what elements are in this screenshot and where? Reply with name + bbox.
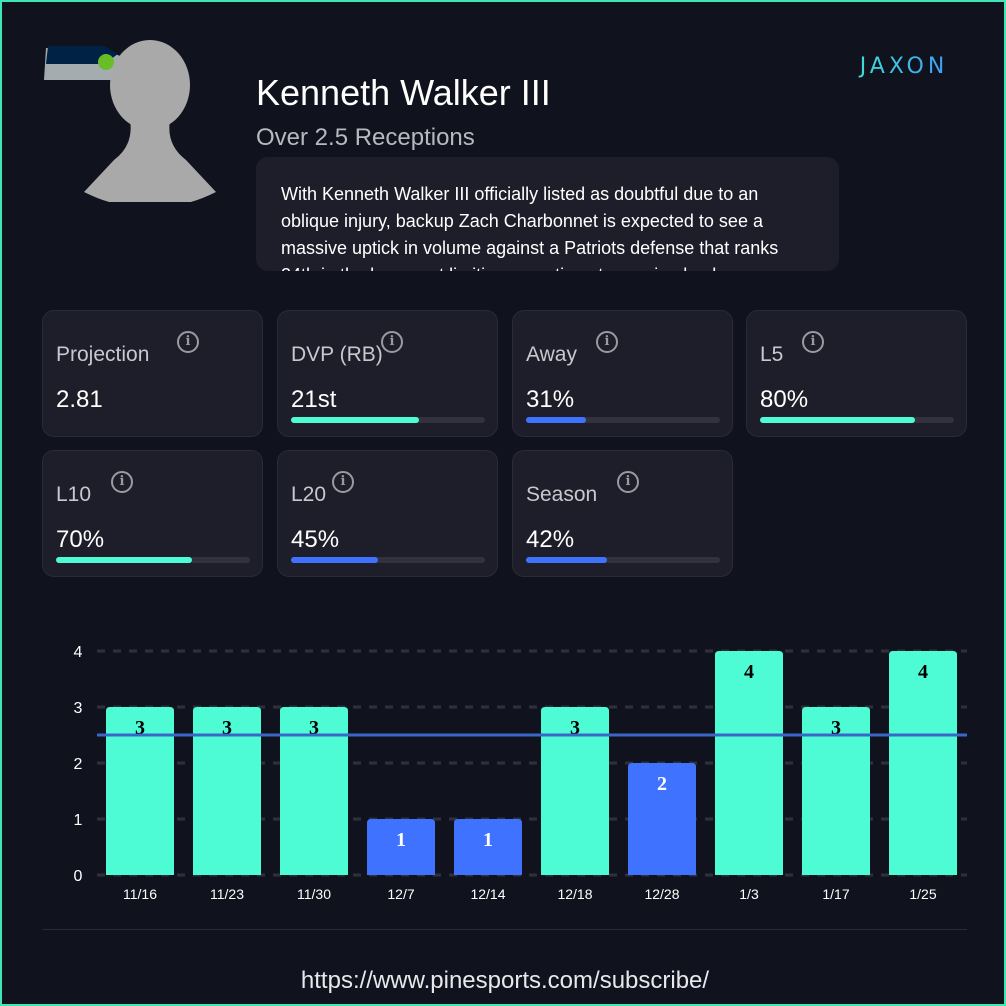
x-tick-label: 1/3 — [739, 886, 759, 902]
stat-value: 42% — [526, 526, 575, 553]
bar-value-label: 1 — [483, 829, 493, 851]
info-icon[interactable]: i — [381, 331, 403, 353]
x-tick-label: 11/16 — [123, 886, 157, 902]
stat-label: DVP (RB) — [291, 343, 383, 366]
stat-label: L10 — [56, 483, 92, 506]
bar-value-label: 3 — [570, 717, 580, 739]
stat-card-l5: L5 i 80% — [746, 310, 967, 437]
bar-value-label: 3 — [831, 717, 841, 739]
stat-value: 45% — [291, 526, 340, 553]
bar-value-label: 4 — [744, 661, 754, 683]
bar — [280, 707, 348, 875]
description-text: With Kenneth Walker III officially liste… — [281, 184, 779, 271]
stat-progress-fill — [291, 417, 420, 423]
stat-card-dvp-rb: DVP (RB) i 21st — [277, 310, 498, 437]
bar-value-label: 4 — [918, 661, 928, 683]
bar — [106, 707, 174, 875]
jaxon-logo: JAXON — [844, 50, 964, 84]
subscribe-url[interactable]: https://www.pinesports.com/subscribe/ — [300, 967, 710, 994]
stat-value: 31% — [526, 386, 575, 413]
y-tick-label: 2 — [74, 756, 83, 773]
stat-value: 21st — [291, 386, 337, 413]
x-tick-label: 12/18 — [557, 886, 592, 902]
stat-progress-bar — [760, 417, 954, 423]
prop-title: Over 2.5 Receptions — [256, 124, 475, 151]
stat-card-season: Season i 42% — [512, 450, 733, 577]
bar — [889, 651, 957, 875]
stat-label: L5 — [760, 343, 784, 366]
stat-progress-bar — [291, 417, 485, 423]
stat-progress-fill — [291, 557, 379, 563]
stat-value: 2.81 — [56, 386, 103, 413]
player-avatar — [84, 40, 216, 202]
info-icon[interactable]: i — [617, 471, 639, 493]
seahawks-logo — [44, 46, 120, 80]
description-box[interactable]: With Kenneth Walker III officially liste… — [256, 157, 839, 271]
y-tick-label: 3 — [74, 700, 83, 717]
bar-value-label: 3 — [135, 717, 145, 739]
divider — [42, 929, 967, 930]
stat-card-away: Away i 31% — [512, 310, 733, 437]
stat-label: L20 — [291, 483, 327, 506]
stat-label: Season — [526, 483, 598, 506]
stat-label: Projection — [56, 343, 150, 366]
stat-progress-fill — [526, 417, 587, 423]
x-tick-label: 1/17 — [822, 886, 849, 902]
x-tick-label: 1/25 — [909, 886, 936, 902]
player-name: Kenneth Walker III — [256, 72, 551, 113]
stat-progress-bar — [56, 557, 250, 563]
info-icon[interactable]: i — [332, 471, 354, 493]
bar — [802, 707, 870, 875]
bar-value-label: 2 — [657, 773, 667, 795]
stat-card-l10: L10 i 70% — [42, 450, 263, 577]
x-tick-label: 11/30 — [297, 886, 331, 902]
info-icon[interactable]: i — [802, 331, 824, 353]
stat-progress-bar — [291, 557, 485, 563]
stat-progress-fill — [56, 557, 192, 563]
stat-progress-fill — [760, 417, 916, 423]
bar — [715, 651, 783, 875]
stat-card-projection: Projection i 2.81 — [42, 310, 263, 437]
stat-progress-fill — [526, 557, 608, 563]
bar — [541, 707, 609, 875]
stat-label: Away — [526, 343, 577, 366]
x-tick-label: 12/7 — [387, 886, 414, 902]
x-tick-label: 12/14 — [470, 886, 505, 902]
bar-value-label: 3 — [222, 717, 232, 739]
y-tick-label: 0 — [74, 868, 83, 885]
stat-card-l20: L20 i 45% — [277, 450, 498, 577]
receptions-bar-chart: 0 1 2 3 4 3 11/16 3 11/23 3 11/30 1 12/7 1 12/14 3 12/18… — [74, 644, 967, 902]
bar — [454, 819, 522, 875]
info-icon[interactable]: i — [596, 331, 618, 353]
bar — [628, 763, 696, 875]
info-icon[interactable]: i — [177, 331, 199, 353]
x-tick-label: 11/23 — [210, 886, 244, 902]
x-tick-label: 12/28 — [644, 886, 679, 902]
y-tick-label: 4 — [74, 644, 83, 661]
bar — [193, 707, 261, 875]
bar — [367, 819, 435, 875]
y-tick-label: 1 — [74, 812, 83, 829]
stat-value: 70% — [56, 526, 105, 553]
bar-value-label: 1 — [396, 829, 406, 851]
info-icon[interactable]: i — [111, 471, 133, 493]
bar-value-label: 3 — [309, 717, 319, 739]
stat-value: 80% — [760, 386, 809, 413]
stat-progress-bar — [526, 417, 720, 423]
stat-progress-bar — [526, 557, 720, 563]
